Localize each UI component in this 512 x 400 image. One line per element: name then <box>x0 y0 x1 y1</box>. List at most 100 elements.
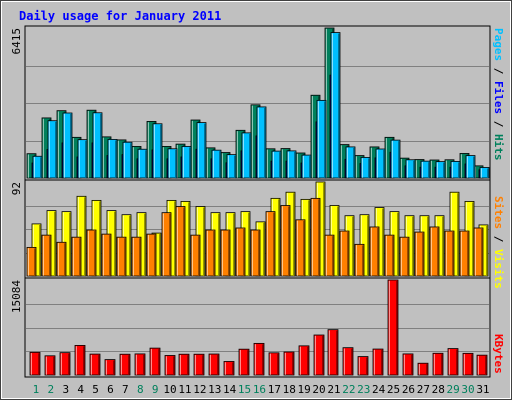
ymax-label: 6415 <box>10 28 23 55</box>
sites-bar <box>146 233 157 277</box>
x-tick-label: 26 <box>402 383 415 396</box>
pages-bar <box>47 120 58 179</box>
chart-title: Daily usage for January 2011 <box>19 9 221 23</box>
x-tick-label: 27 <box>417 383 430 396</box>
ymax-label: 15084 <box>10 280 23 313</box>
x-tick-label: 17 <box>268 383 281 396</box>
kbytes-bar <box>208 353 220 376</box>
sites-bar <box>384 234 395 277</box>
kbytes-bar <box>357 356 369 376</box>
sites-bar <box>265 211 276 277</box>
pages-bar <box>167 148 178 179</box>
sites-bar <box>473 227 484 277</box>
x-tick-label: 15 <box>238 383 251 396</box>
kbytes-bar <box>104 359 116 376</box>
kbytes-bar <box>223 361 235 376</box>
pages-bar <box>241 132 252 179</box>
sites-bar <box>116 236 127 277</box>
sites-bar <box>444 230 455 277</box>
pages-bar <box>360 157 371 179</box>
x-tick-label: 11 <box>178 383 191 396</box>
sites-bar <box>71 236 82 277</box>
sites-bar <box>369 226 380 277</box>
kbytes-bar <box>89 353 101 376</box>
pages-bar <box>92 112 103 179</box>
sites-bar <box>399 236 410 277</box>
pages-bar <box>450 160 461 179</box>
x-tick-label: 9 <box>152 383 159 396</box>
kbytes-bar <box>193 353 205 376</box>
sites-bar <box>205 229 216 277</box>
kbytes-bar <box>29 351 41 376</box>
pages-bar <box>32 155 43 179</box>
panel-frame <box>24 277 491 378</box>
sites-bar <box>190 234 201 277</box>
kbytes-bar <box>432 352 444 376</box>
pages-bar <box>435 161 446 179</box>
pages-bar <box>465 155 476 179</box>
pages-bar <box>211 149 222 179</box>
pages-bar <box>107 139 118 179</box>
pages-bar <box>301 154 312 179</box>
kbytes-bar <box>134 353 146 376</box>
panel-bars <box>26 279 489 376</box>
kbytes-bar <box>327 329 339 376</box>
kbytes-bar <box>74 344 86 376</box>
x-tick-label: 19 <box>298 383 311 396</box>
ymax-label: 92 <box>10 182 23 195</box>
pages-bar <box>345 146 356 179</box>
sites-bar <box>459 230 470 277</box>
sites-bar <box>41 234 52 277</box>
legend-sites: Sites <box>492 196 505 229</box>
sites-bar <box>235 227 246 277</box>
panel-bars <box>26 27 490 179</box>
x-tick-label: 12 <box>193 383 206 396</box>
pages-bar <box>375 148 386 179</box>
pages-bar <box>479 167 490 179</box>
sites-bar <box>310 197 321 277</box>
pages-bar <box>77 139 88 179</box>
panel-visits-sites: 92 Sites / Visits <box>10 179 505 289</box>
panel-bars <box>26 181 489 277</box>
sites-bar <box>354 243 365 277</box>
x-axis-day-labels: 1 2 3 4 5 6 7 8 9 10 11 12 13 14 15 16 17 18 19 20 21 22 23 24 2… <box>33 383 490 396</box>
x-tick-label: 6 <box>107 383 114 396</box>
sites-bar <box>131 236 142 277</box>
sites-bar <box>414 231 425 277</box>
x-tick-label: 25 <box>387 383 400 396</box>
panel-legend: Sites / Visits <box>492 196 505 289</box>
x-tick-label: 29 <box>447 383 460 396</box>
pages-bar <box>286 150 297 179</box>
x-tick-label: 3 <box>62 383 69 396</box>
kbytes-bar <box>119 353 131 376</box>
pages-bar <box>316 99 327 179</box>
x-tick-label: 22 <box>342 383 355 396</box>
sites-bar <box>280 205 291 277</box>
legend-separator: / <box>492 61 505 81</box>
kbytes-bar <box>164 355 176 376</box>
kbytes-bar <box>417 362 429 376</box>
kbytes-bar <box>178 353 190 376</box>
legend-visits: Visits <box>492 249 505 289</box>
pages-bar <box>256 106 267 179</box>
kbytes-bar <box>149 347 161 376</box>
pages-bar <box>271 150 282 179</box>
panel-kbytes: 15084 KBytes <box>10 277 505 378</box>
pages-bar <box>181 146 192 179</box>
sites-bar <box>175 206 186 277</box>
x-tick-label: 30 <box>461 383 474 396</box>
pages-bar <box>137 148 148 179</box>
sites-bar <box>56 241 67 277</box>
pages-bar <box>196 122 207 179</box>
panel-legend: KBytes <box>492 334 505 374</box>
x-tick-label: 23 <box>357 383 370 396</box>
x-tick-label: 31 <box>476 383 489 396</box>
sites-bar <box>295 219 306 277</box>
x-tick-label: 28 <box>432 383 445 396</box>
x-tick-label: 8 <box>137 383 144 396</box>
legend-files: Files <box>492 81 505 114</box>
pages-bar <box>226 154 237 179</box>
x-tick-label: 4 <box>77 383 84 396</box>
